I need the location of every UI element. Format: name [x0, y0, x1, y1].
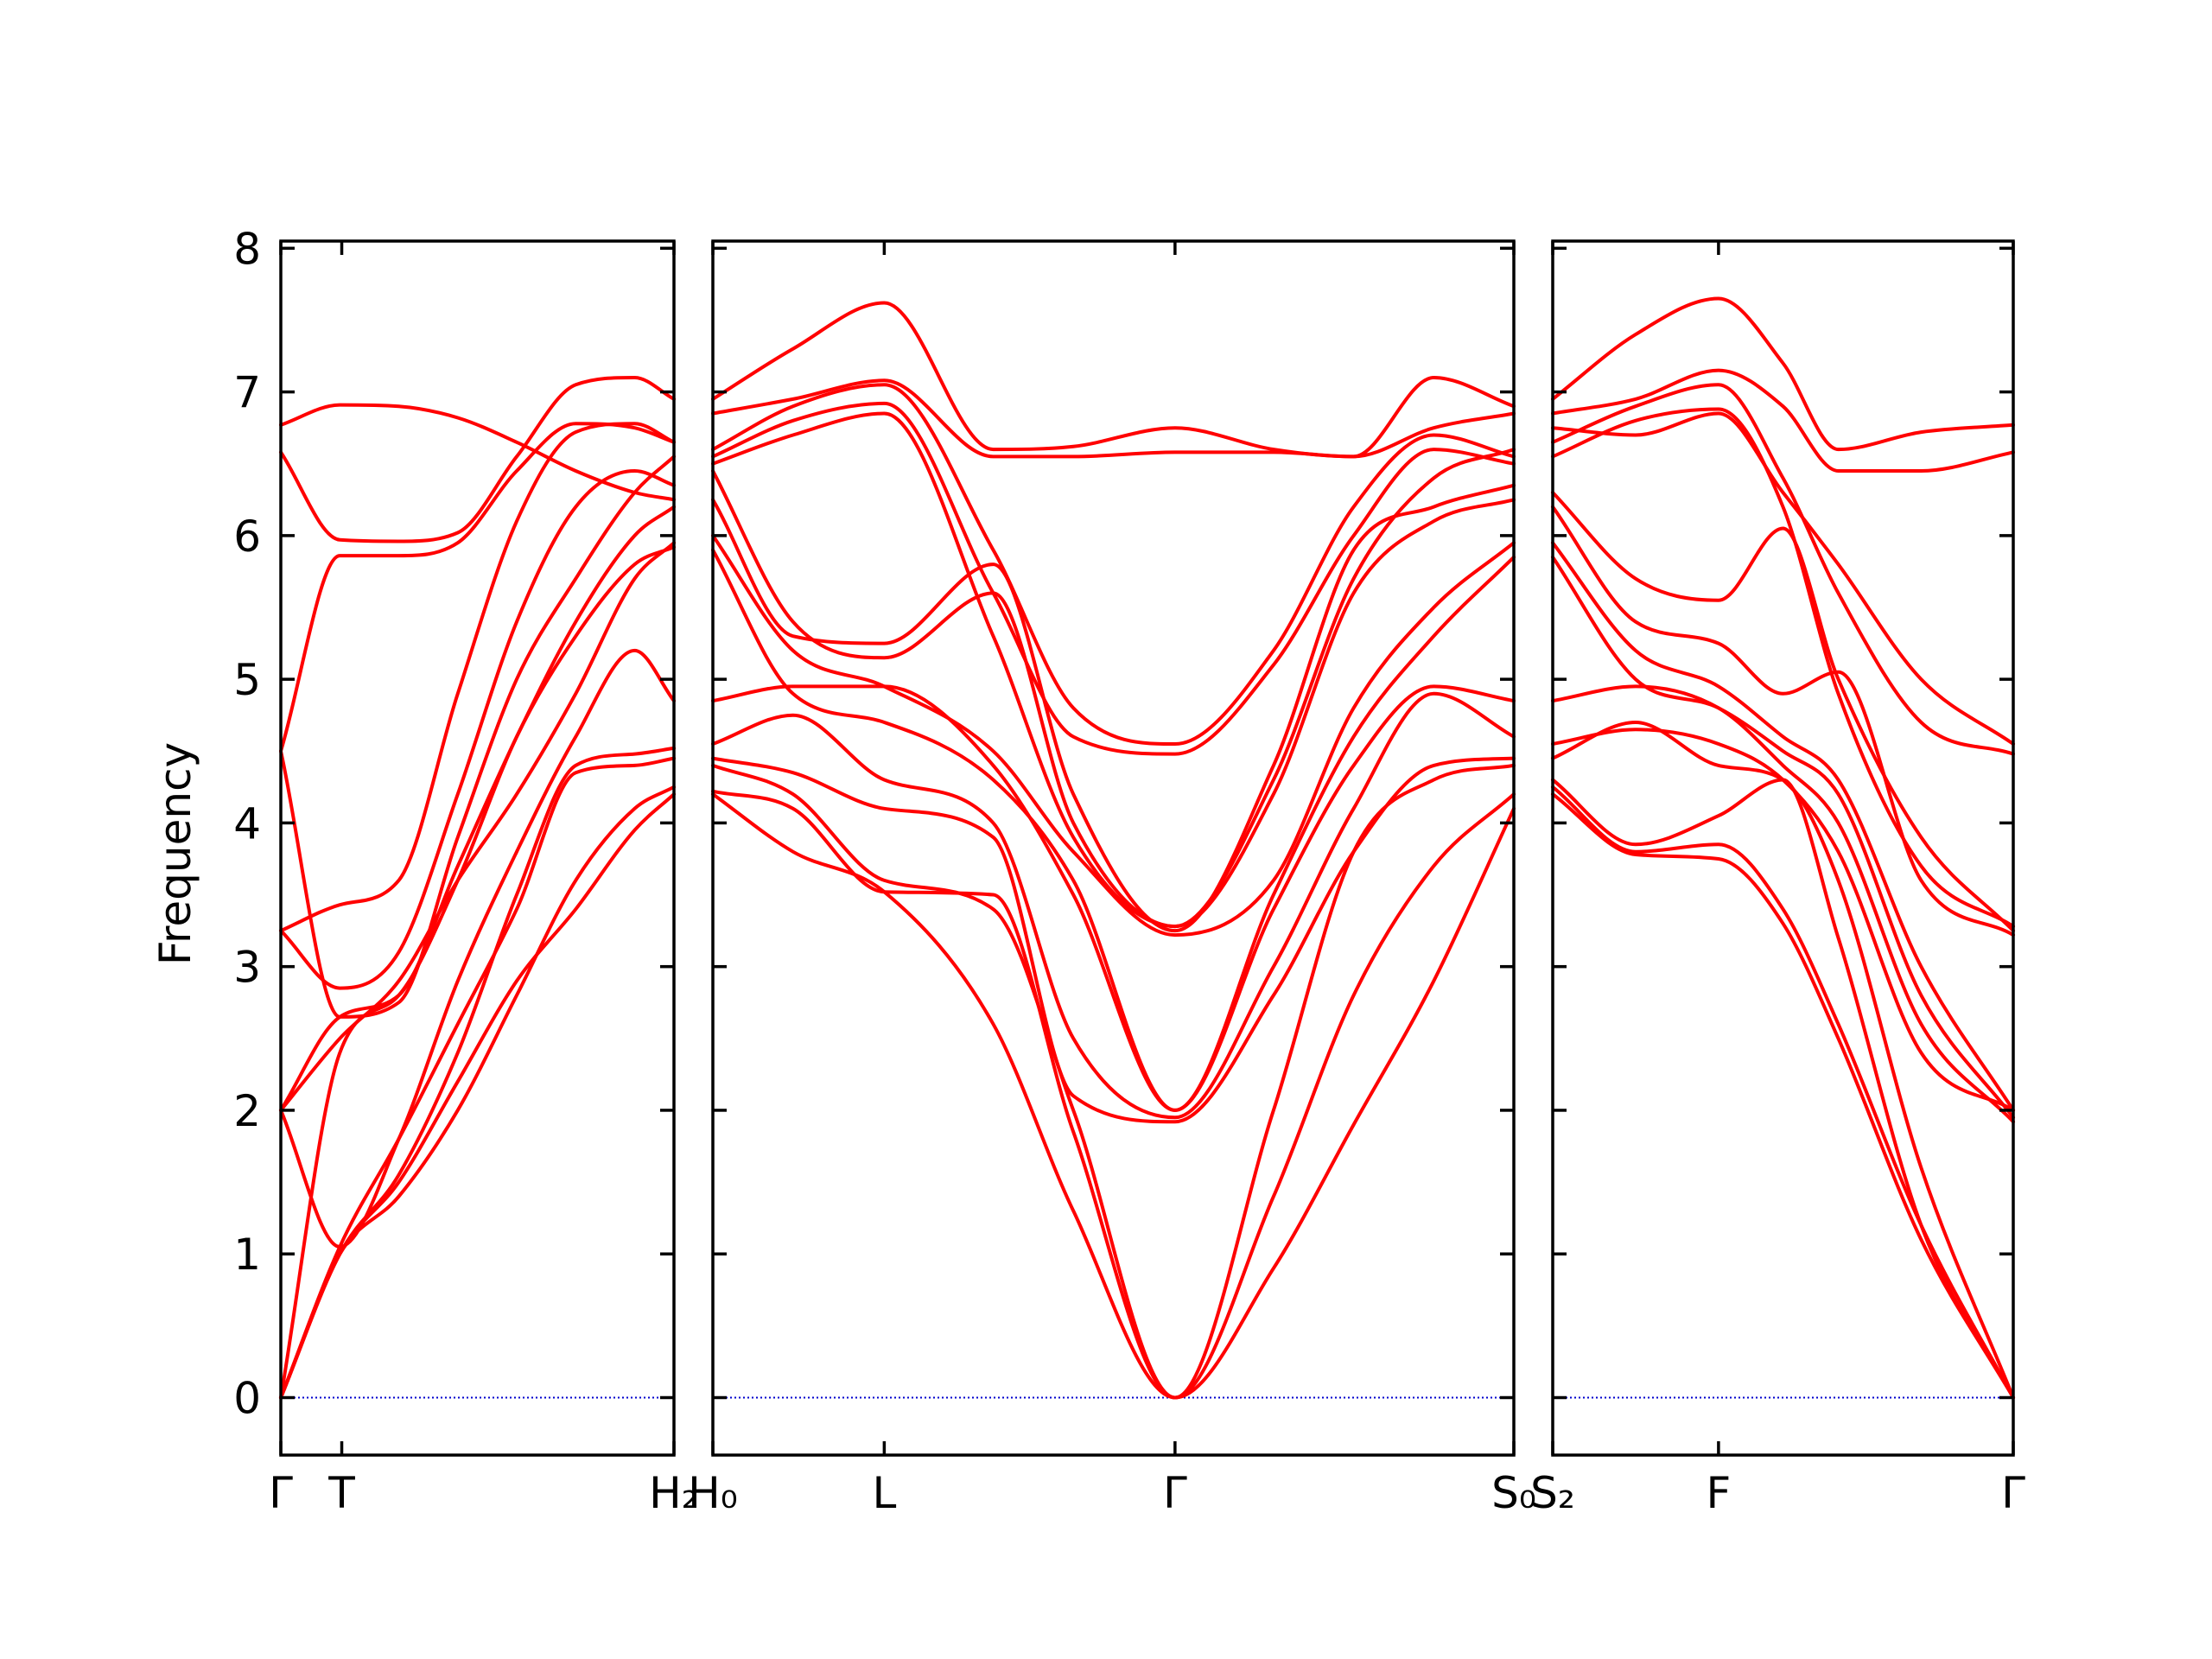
band-line — [279, 545, 676, 1400]
y-tick-label: 2 — [233, 1086, 261, 1136]
panel-2: H₀ L Γ S₀ — [688, 239, 1536, 1518]
band-line — [711, 483, 1516, 933]
axes-frame — [1551, 239, 2015, 1457]
x-tick-label: Γ — [1163, 1468, 1187, 1518]
axes-frame — [279, 239, 676, 1457]
x-tick-label: Γ — [2001, 1468, 2025, 1518]
band-line — [279, 403, 676, 502]
band-line — [1551, 684, 2015, 1124]
band-line — [711, 533, 1516, 938]
y-axis-label: Frequency — [150, 742, 200, 965]
x-tick-label: T — [327, 1468, 355, 1518]
panel-3: S₂ F Γ — [1530, 239, 2025, 1518]
x-tick-label: H₀ — [688, 1468, 738, 1518]
band-line — [279, 785, 676, 1400]
band-line — [1551, 721, 2015, 1400]
y-tick-label: 0 — [233, 1373, 261, 1423]
panel-1: Γ T H₂ — [269, 239, 699, 1518]
band-line — [1551, 296, 2015, 452]
band-line — [279, 541, 676, 1112]
band-line — [711, 411, 1516, 929]
y-tick-label: 7 — [233, 368, 261, 418]
band-line — [1551, 555, 2015, 1120]
band-line — [711, 756, 1516, 1124]
x-tick-label: F — [1706, 1468, 1731, 1518]
band-line — [1551, 785, 2015, 1400]
band-line — [711, 792, 1516, 1400]
band-line — [279, 376, 676, 543]
band-line — [1551, 778, 2015, 1400]
band-line — [1551, 541, 2015, 1112]
band-line — [711, 789, 1516, 1400]
band-line — [1551, 411, 2015, 746]
y-tick-label: 6 — [233, 512, 261, 562]
band-line — [711, 401, 1516, 756]
y-tick-label: 8 — [233, 224, 261, 274]
x-tick-label: H₂ — [649, 1468, 699, 1518]
band-line — [711, 383, 1516, 746]
band-line — [711, 301, 1516, 459]
band-line — [711, 378, 1516, 459]
band-line — [1551, 505, 2015, 938]
band-line — [279, 792, 676, 1400]
band-line — [1551, 491, 2015, 933]
x-tick-label: S₂ — [1530, 1468, 1575, 1518]
band-line — [279, 422, 676, 933]
band-line — [1551, 368, 2015, 474]
y-tick-label: 3 — [233, 943, 261, 993]
band-line — [1551, 383, 2015, 756]
band-line — [711, 691, 1516, 1120]
band-line — [711, 684, 1516, 1112]
x-tick-label: Γ — [269, 1468, 293, 1518]
band-line — [279, 454, 676, 1019]
band-line — [279, 422, 676, 753]
band-line — [711, 763, 1516, 1400]
x-tick-label: S₀ — [1491, 1468, 1536, 1518]
band-line — [279, 469, 676, 990]
band-line — [279, 505, 676, 1112]
x-tick-label: L — [872, 1468, 896, 1518]
band-line — [711, 469, 1516, 929]
band-line — [1551, 728, 2015, 1112]
band-line — [711, 548, 1516, 1112]
band-line — [279, 756, 676, 1400]
y-tick-labels: 0 1 2 3 4 5 6 7 8 — [233, 224, 261, 1423]
y-tick-label: 1 — [233, 1230, 261, 1280]
axes-frame — [711, 239, 1516, 1457]
y-tick-label: 5 — [233, 655, 261, 705]
y-tick-label: 4 — [233, 798, 261, 849]
band-line — [1551, 792, 2015, 1400]
